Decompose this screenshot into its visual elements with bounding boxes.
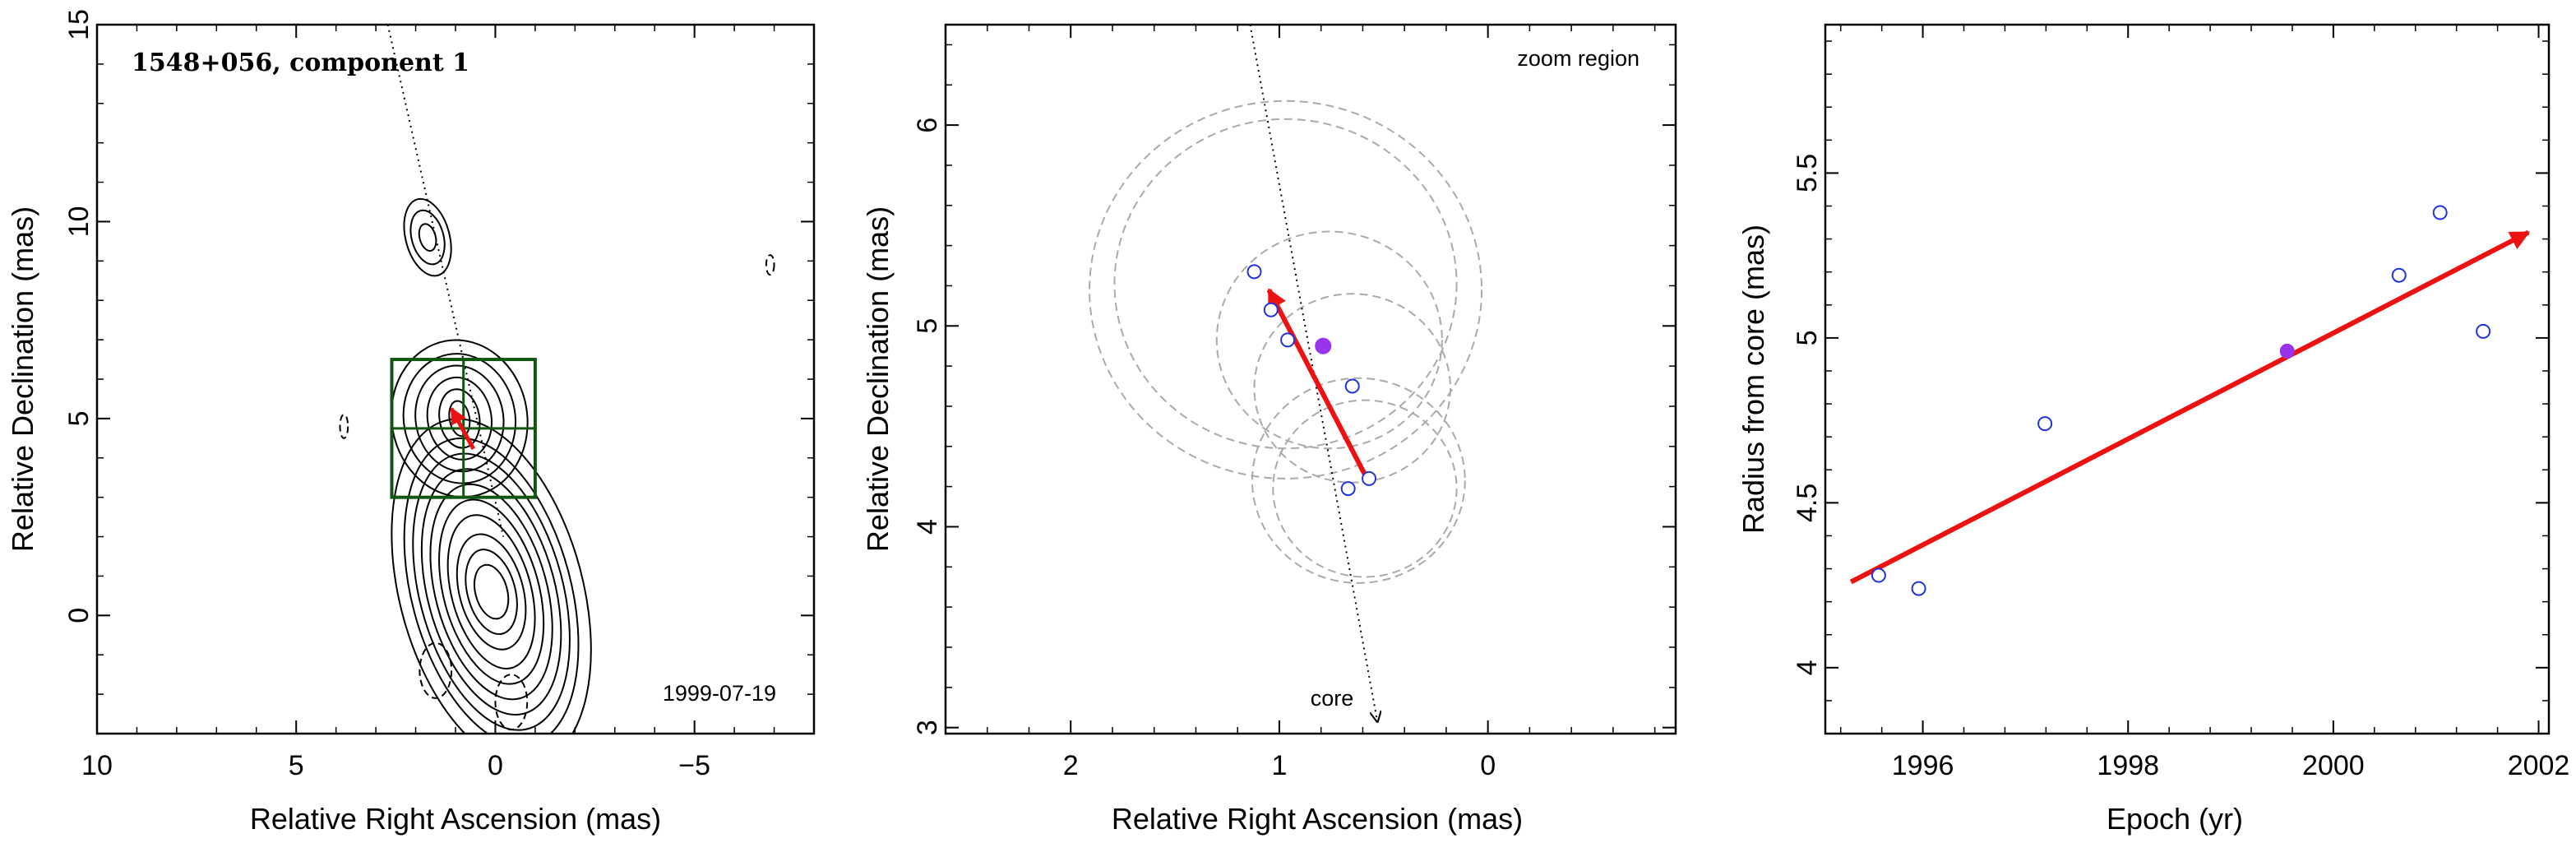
contour-level [438,498,545,685]
zoom-y-tick-label: 5 [912,318,943,334]
contour-map-title: 1548+056, component 1 [132,49,469,77]
error-circle [1089,100,1483,479]
current-epoch-point [2279,343,2295,359]
error-circle [1251,377,1466,584]
negative-contour [339,414,349,439]
motion-vector [1266,288,1370,480]
radius-epoch-plot-area [1849,205,2531,596]
contour-level [409,209,446,266]
position-point [1344,378,1360,394]
contour-level [414,364,505,473]
contour-level [403,197,452,277]
zoom-y-tick-label: 3 [912,720,943,735]
position-point [1246,264,1262,280]
zoom-y-axis-label: Relative Declination (mas) [861,206,895,552]
zoom-ticks: 2 1 0 3 4 5 6 [912,25,1676,781]
contour-map-x-tick-label: 10 [81,750,113,781]
radius-epoch-ticks: 1996 1998 2000 2002 4 4.5 5 5.5 [1792,25,2569,781]
zoom-x-axis-label: Relative Right Ascension (mas) [1112,802,1523,836]
radius-point [2476,323,2491,339]
zoom-y-tick-label: 6 [912,118,943,133]
radius-epoch-x-tick-label: 2000 [2302,750,2365,781]
radius-point [1871,567,1886,583]
contour-map-x-tick-label: 0 [488,750,503,781]
current-epoch-point [1315,337,1332,354]
trajectory-line [386,25,505,537]
radius-point [1911,581,1926,596]
fit-arrow [1849,229,2531,585]
zoom-x-tick-label: 2 [1063,750,1079,781]
contour-map-frame [95,23,816,735]
contour-map-x-axis-label: Relative Right Ascension (mas) [250,802,661,836]
position-point [1340,481,1356,497]
radius-point [2432,205,2448,220]
negative-contour [494,674,529,731]
negative-contour [765,254,775,276]
contour-map-y-tick-label: 10 [63,206,95,238]
contour-level [418,223,437,252]
contour-map-y-tick-label: 0 [63,608,95,623]
contour-level [426,376,493,461]
position-point [1362,470,1377,486]
radius-epoch-y-tick-label: 5 [1792,330,1823,345]
contour-level [473,563,510,620]
contour-level [429,483,553,701]
zoom-panel: 2 1 0 3 4 5 6 zoom region core Relative Right … [861,23,1677,836]
contour-map-plot-area [339,25,775,734]
error-circle [1113,118,1458,450]
radius-epoch-panel: 1996 1998 2000 2002 4 4.5 5 5.5 Epoch (yr) Radi… [1737,23,2569,836]
contour-level [403,437,580,734]
radius-epoch-y-tick-label: 4.5 [1792,484,1823,522]
radius-epoch-x-axis-label: Epoch (yr) [2107,802,2243,836]
radius-epoch-y-tick-label: 5.5 [1792,154,1823,192]
contour-map-y-tick-label: 15 [63,9,95,40]
contour-map-x-tick-label: −5 [678,750,710,781]
contour-level [446,514,536,669]
contour-level [420,468,562,716]
contour-level [465,549,518,636]
error-circle [1272,399,1458,578]
zoom-region-annotation: zoom region [1517,46,1639,71]
radius-epoch-y-tick-label: 4 [1792,660,1823,675]
radius-point [2391,267,2407,283]
contour-level [391,418,592,734]
radius-epoch-x-tick-label: 1998 [2097,750,2159,781]
radius-epoch-y-axis-label: Radius from core (mas) [1737,225,1770,534]
contour-map-y-axis-label: Relative Declination (mas) [6,206,39,552]
zoom-x-tick-label: 1 [1271,750,1287,781]
zoom-x-tick-label: 0 [1480,750,1496,781]
radius-epoch-frame [1824,23,2551,735]
contour-map-ticks: 10 5 0 −5 0 5 10 15 [63,9,815,781]
radius-epoch-x-tick-label: 2002 [2508,750,2570,781]
zoom-plot-area [1089,25,1483,721]
epoch-label: 1999-07-19 [663,681,776,706]
zoom-frame [944,23,1677,735]
radius-point [2037,416,2053,432]
core-label: core [1311,686,1354,711]
contour-level [456,533,527,651]
position-point [1263,302,1279,317]
radius-epoch-x-tick-label: 1996 [1892,750,1954,781]
motion-vector [449,407,475,450]
zoom-y-tick-label: 4 [912,519,943,535]
contour-map-x-tick-label: 5 [289,750,304,781]
negative-contour [419,642,453,699]
error-circle [1215,230,1443,450]
contour-map-y-tick-label: 5 [63,410,95,426]
contour-level [412,452,571,731]
contour-map-panel: 10 5 0 −5 0 5 10 15 1548+056, component 1 1999-… [6,9,816,836]
position-point [1280,332,1296,348]
